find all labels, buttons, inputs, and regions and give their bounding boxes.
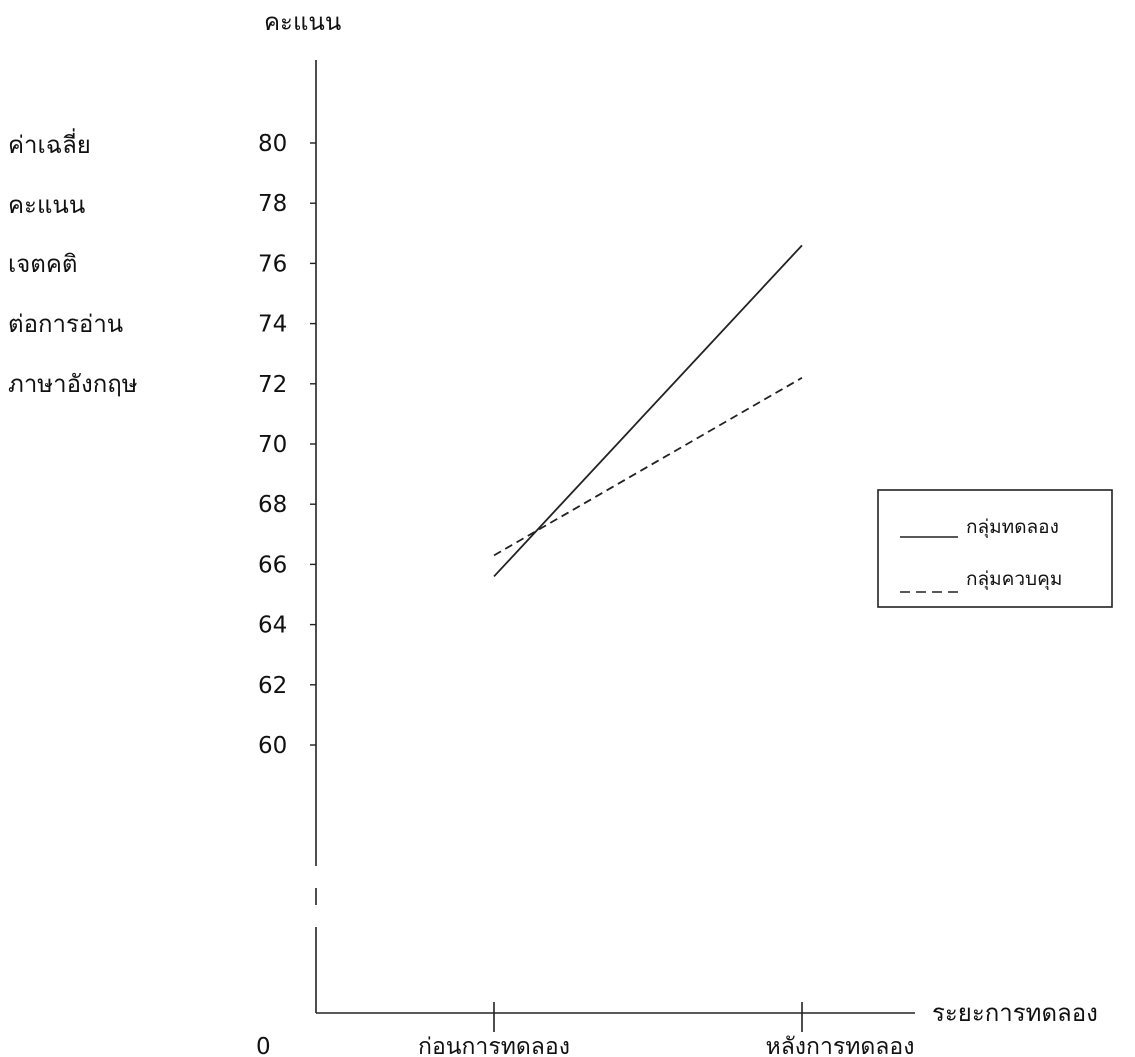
x-category-label-after: หลังการทดลอง	[766, 1034, 915, 1057]
legend-label-control: กลุ่มควบคุม	[966, 568, 1062, 591]
y-tick-label: 76	[258, 251, 287, 277]
y-tick-label: 62	[258, 673, 287, 699]
series-line-control	[493, 377, 803, 557]
y-tick-label: 70	[258, 432, 287, 458]
y-tick-label: 80	[258, 131, 287, 157]
y-side-label-line-3: เจตคติ	[8, 250, 78, 278]
y-ticks: 80 78 76 74 72 70 68 66 64 62 60	[258, 131, 316, 759]
series-layer	[493, 244, 803, 578]
origin-label: 0	[256, 1034, 271, 1057]
y-tick-label: 60	[258, 733, 287, 759]
series-line-experimental	[493, 244, 803, 578]
y-side-label-line-5: ภาษาอังกฤษ	[8, 370, 138, 398]
legend: กลุ่มทดลอง กลุ่มควบคุม	[877, 489, 1113, 608]
y-tick-label: 64	[258, 613, 287, 639]
y-tick-label: 68	[258, 492, 287, 518]
y-tick-label: 78	[258, 191, 287, 217]
y-side-label-line-4: ต่อการอ่าน	[8, 310, 123, 338]
y-side-label-line-2: คะแนน	[8, 191, 85, 219]
legend-label-experimental: กลุ่มทดลอง	[966, 516, 1059, 539]
legend-box	[877, 489, 1113, 608]
x-axis-label: ระยะการทดลอง	[932, 999, 1098, 1027]
y-tick-label: 66	[258, 552, 287, 578]
y-side-label-line-1: ค่าเฉลี่ย	[8, 128, 91, 159]
x-category-label-before: ก่อนการทดลอง	[418, 1034, 570, 1057]
y-tick-label: 74	[258, 312, 287, 338]
y-tick-label: 72	[258, 372, 287, 398]
y-axis-top-label: คะแนน	[264, 8, 341, 36]
